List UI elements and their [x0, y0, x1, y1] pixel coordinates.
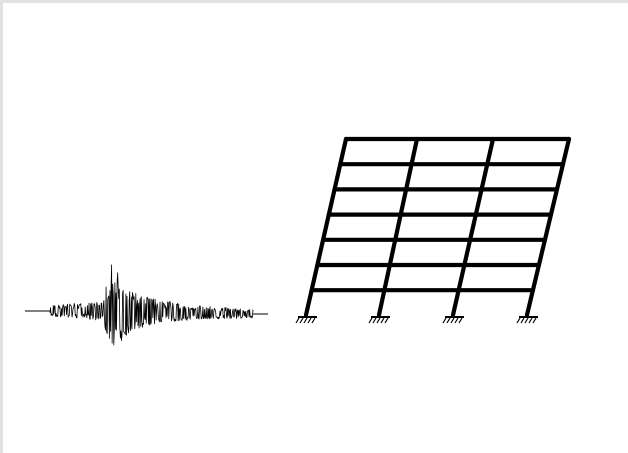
fixed-support: [368, 316, 390, 324]
support-hatch: [372, 317, 377, 324]
support-hatch: [384, 317, 389, 324]
support-hatch: [299, 317, 304, 324]
support-hatch: [520, 317, 525, 324]
support-hatch: [311, 317, 316, 324]
fixed-supports: [295, 316, 538, 324]
support-hatch: [454, 317, 459, 324]
deformed-building-frame: [295, 136, 572, 324]
frame-columns: [303, 136, 572, 318]
support-hatch: [516, 317, 521, 324]
support-hatch: [458, 317, 463, 324]
fixed-support: [442, 316, 464, 324]
fixed-support: [295, 316, 317, 324]
earthquake-accelerogram: [25, 264, 268, 346]
frame-column: [303, 136, 349, 318]
support-hatch: [307, 317, 312, 324]
support-hatch: [524, 317, 529, 324]
frame-column: [450, 136, 496, 318]
support-hatch: [446, 317, 451, 324]
support-hatch: [528, 317, 533, 324]
floor-beams: [309, 136, 572, 293]
support-hatch: [368, 317, 373, 324]
seismic-frame-diagram: [25, 136, 572, 346]
frame-column: [376, 136, 420, 318]
support-hatch: [442, 317, 447, 324]
support-hatch: [532, 317, 537, 324]
frame-column: [524, 136, 572, 318]
acceleration-trace: [49, 264, 254, 346]
support-hatch: [376, 317, 381, 324]
fixed-support: [516, 316, 538, 324]
support-hatch: [303, 317, 308, 324]
support-hatch: [295, 317, 300, 324]
support-hatch: [450, 317, 455, 324]
support-hatch: [380, 317, 385, 324]
